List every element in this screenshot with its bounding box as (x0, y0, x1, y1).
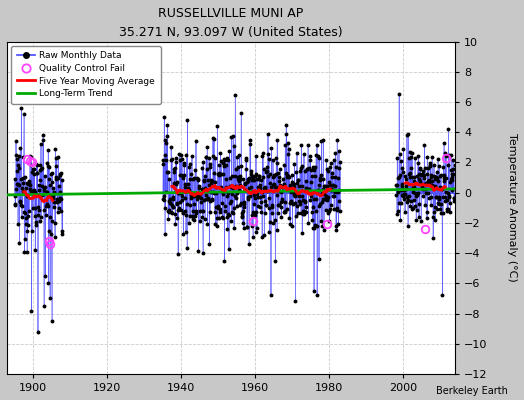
Title: RUSSELLVILLE MUNI AP
35.271 N, 93.097 W (United States): RUSSELLVILLE MUNI AP 35.271 N, 93.097 W … (119, 7, 343, 39)
Legend: Raw Monthly Data, Quality Control Fail, Five Year Moving Average, Long-Term Tren: Raw Monthly Data, Quality Control Fail, … (12, 46, 161, 104)
Y-axis label: Temperature Anomaly (°C): Temperature Anomaly (°C) (507, 133, 517, 282)
Text: Berkeley Earth: Berkeley Earth (436, 386, 508, 396)
